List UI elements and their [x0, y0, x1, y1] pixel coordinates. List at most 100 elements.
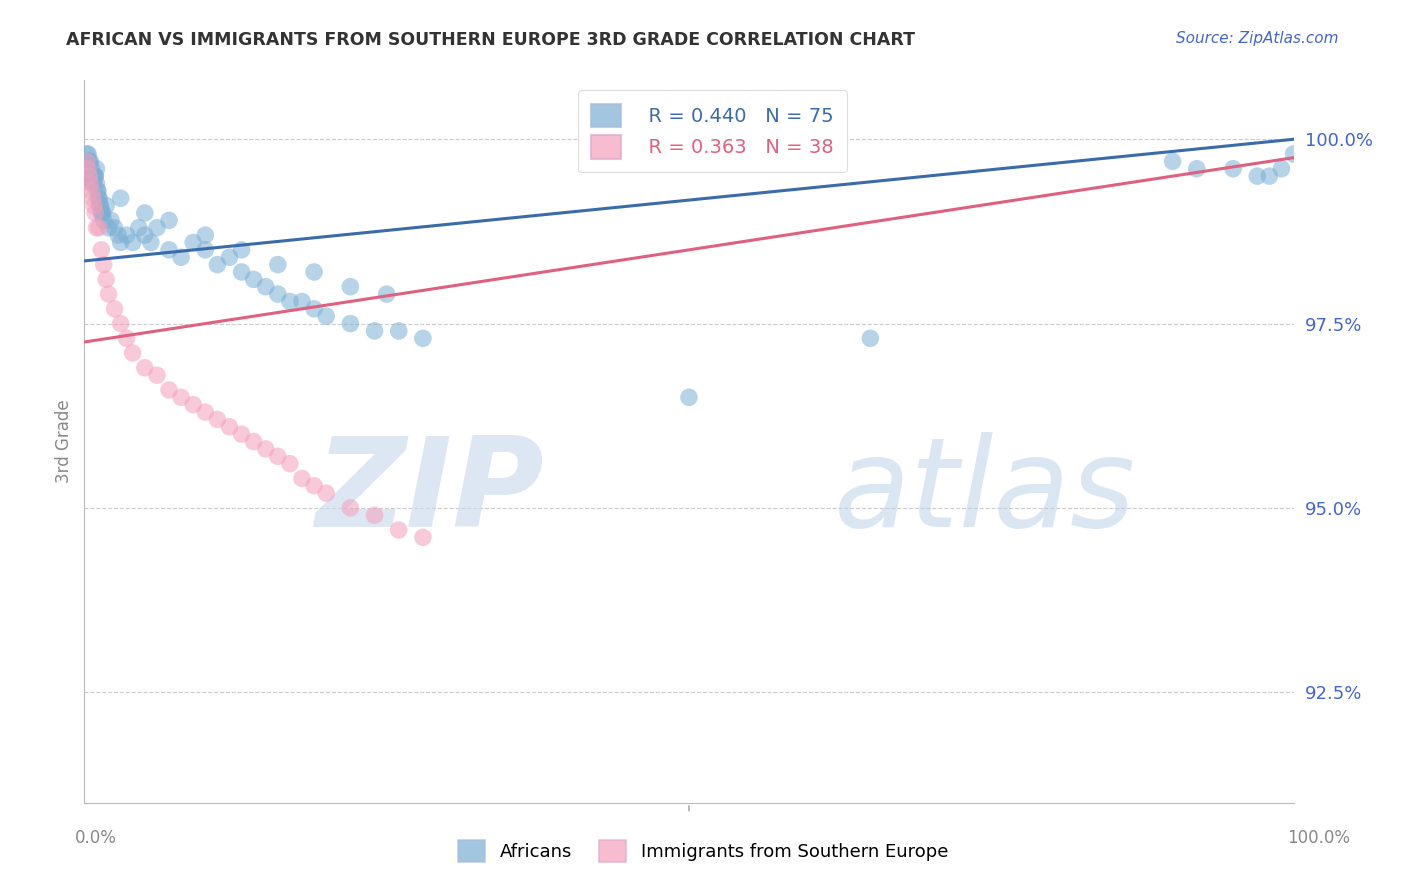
Point — [94, 272, 117, 286]
Point — [79, 169, 101, 183]
Point — [76, 147, 98, 161]
Point — [291, 471, 314, 485]
Point — [86, 161, 108, 176]
Point — [363, 508, 385, 523]
Point — [86, 184, 108, 198]
Text: atlas: atlas — [834, 432, 1136, 553]
Point — [1246, 169, 1268, 183]
Point — [121, 235, 143, 250]
Point — [1222, 161, 1244, 176]
Point — [83, 177, 105, 191]
Point — [254, 279, 277, 293]
Point — [315, 309, 337, 323]
Point — [194, 405, 217, 419]
Point — [86, 220, 108, 235]
Point — [139, 235, 162, 250]
Point — [134, 228, 156, 243]
Point — [218, 250, 240, 264]
Text: 0.0%: 0.0% — [75, 829, 117, 847]
Point — [207, 258, 229, 272]
Point — [375, 287, 398, 301]
Point — [107, 228, 129, 243]
Point — [388, 523, 411, 537]
Point — [412, 331, 434, 345]
Text: 100.0%: 100.0% — [1288, 829, 1350, 847]
Point — [77, 154, 100, 169]
Point — [82, 169, 104, 183]
Text: AFRICAN VS IMMIGRANTS FROM SOUTHERN EUROPE 3RD GRADE CORRELATION CHART: AFRICAN VS IMMIGRANTS FROM SOUTHERN EURO… — [66, 31, 915, 49]
Point — [291, 294, 314, 309]
Point — [302, 479, 325, 493]
Point — [90, 243, 112, 257]
Point — [302, 265, 325, 279]
Point — [207, 412, 229, 426]
Point — [110, 317, 132, 331]
Point — [315, 486, 337, 500]
Point — [115, 228, 138, 243]
Point — [128, 220, 150, 235]
Point — [254, 442, 277, 456]
Point — [91, 206, 114, 220]
Point — [388, 324, 411, 338]
Point — [80, 184, 103, 198]
Point — [859, 331, 882, 345]
Point — [218, 419, 240, 434]
Point — [278, 294, 301, 309]
Point — [302, 301, 325, 316]
Point — [104, 220, 127, 235]
Point — [104, 301, 127, 316]
Point — [97, 220, 120, 235]
Point — [242, 434, 264, 449]
Point — [1258, 169, 1281, 183]
Point — [146, 220, 169, 235]
Point — [157, 383, 180, 397]
Point — [1185, 161, 1208, 176]
Point — [82, 177, 104, 191]
Point — [82, 191, 104, 205]
Point — [89, 199, 111, 213]
Point — [363, 324, 385, 338]
Point — [278, 457, 301, 471]
Point — [77, 147, 100, 161]
Point — [77, 169, 100, 183]
Point — [97, 287, 120, 301]
Point — [87, 191, 110, 205]
Point — [157, 243, 180, 257]
Point — [76, 154, 98, 169]
Point — [100, 213, 122, 227]
Point — [83, 199, 105, 213]
Point — [80, 161, 103, 176]
Point — [84, 206, 107, 220]
Point — [89, 199, 111, 213]
Point — [339, 279, 361, 293]
Point — [83, 169, 105, 183]
Point — [93, 213, 115, 227]
Point — [110, 191, 132, 205]
Point — [157, 213, 180, 227]
Point — [77, 161, 100, 176]
Point — [134, 206, 156, 220]
Point — [170, 390, 193, 404]
Point — [194, 228, 217, 243]
Point — [84, 169, 107, 183]
Point — [242, 272, 264, 286]
Point — [115, 331, 138, 345]
Point — [79, 154, 101, 169]
Point — [84, 169, 107, 183]
Y-axis label: 3rd Grade: 3rd Grade — [55, 400, 73, 483]
Point — [181, 235, 204, 250]
Point — [86, 184, 108, 198]
Point — [77, 154, 100, 169]
Point — [1270, 161, 1292, 176]
Point — [267, 258, 290, 272]
Point — [87, 220, 110, 235]
Point — [134, 360, 156, 375]
Point — [194, 243, 217, 257]
Point — [79, 177, 101, 191]
Point — [86, 177, 108, 191]
Point — [170, 250, 193, 264]
Point — [91, 206, 114, 220]
Point — [678, 390, 700, 404]
Legend:   R = 0.440   N = 75,   R = 0.363   N = 38: R = 0.440 N = 75, R = 0.363 N = 38 — [578, 90, 848, 172]
Point — [110, 235, 132, 250]
